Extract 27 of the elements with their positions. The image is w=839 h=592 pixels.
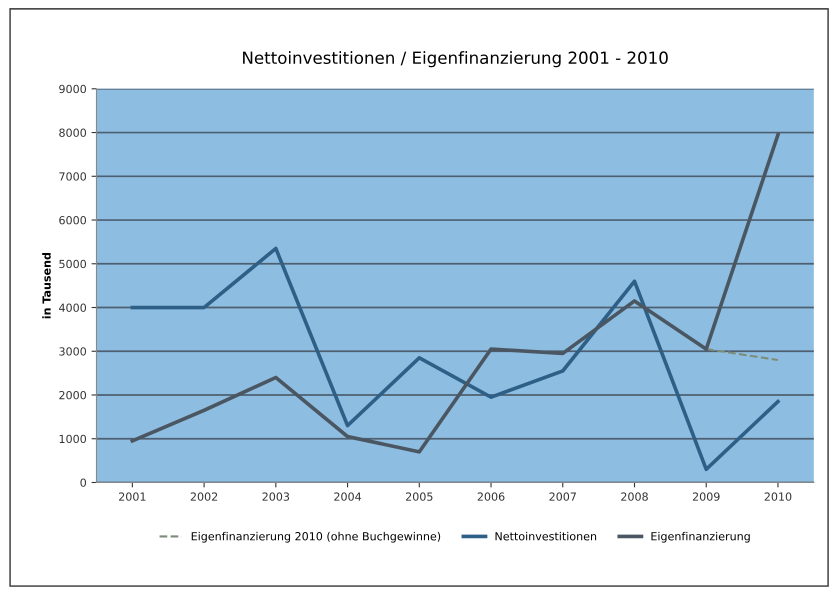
legend-label: Nettoinvestitionen: [496, 532, 596, 540]
y-tick-label: 5000: [59, 260, 86, 268]
x-tick-label: 2004: [334, 492, 362, 501]
x-tick-label: 2010: [764, 492, 792, 501]
x-tick-label: 2007: [549, 492, 576, 501]
x-tick-label: 2003: [262, 492, 290, 501]
x-tick-label: 2006: [478, 492, 504, 501]
y-tick-label: 9000: [59, 84, 86, 94]
x-tick-label: 2009: [692, 492, 720, 501]
y-axis-title: in Tausend: [42, 252, 51, 318]
y-tick-label: 7000: [59, 172, 86, 181]
y-tick-label: 6000: [59, 216, 86, 224]
y-tick-label: 0: [80, 478, 86, 487]
y-tick-label: 8000: [59, 128, 86, 137]
x-tick-label: 2002: [190, 492, 218, 501]
x-tick-label: 2008: [621, 492, 648, 501]
y-tick-label: 1000: [60, 434, 86, 444]
y-tick-label: 2000: [59, 390, 86, 400]
y-tick-label: 3000: [59, 347, 86, 356]
x-tick-label: 2005: [406, 492, 432, 501]
line-series: [130, 132, 780, 454]
legend-label: Eigenfinanzierung 2010 (ohne Buchgewinne): [192, 532, 440, 543]
line-series: [130, 246, 780, 472]
legend-label: Eigenfinanzierung: [651, 532, 750, 543]
y-tick-label: 4000: [59, 303, 86, 312]
chart-title: Nettoinvestitionen / Eigenfinanzierung 2001 - 2010: [243, 51, 668, 68]
x-tick-label: 2001: [119, 492, 146, 501]
